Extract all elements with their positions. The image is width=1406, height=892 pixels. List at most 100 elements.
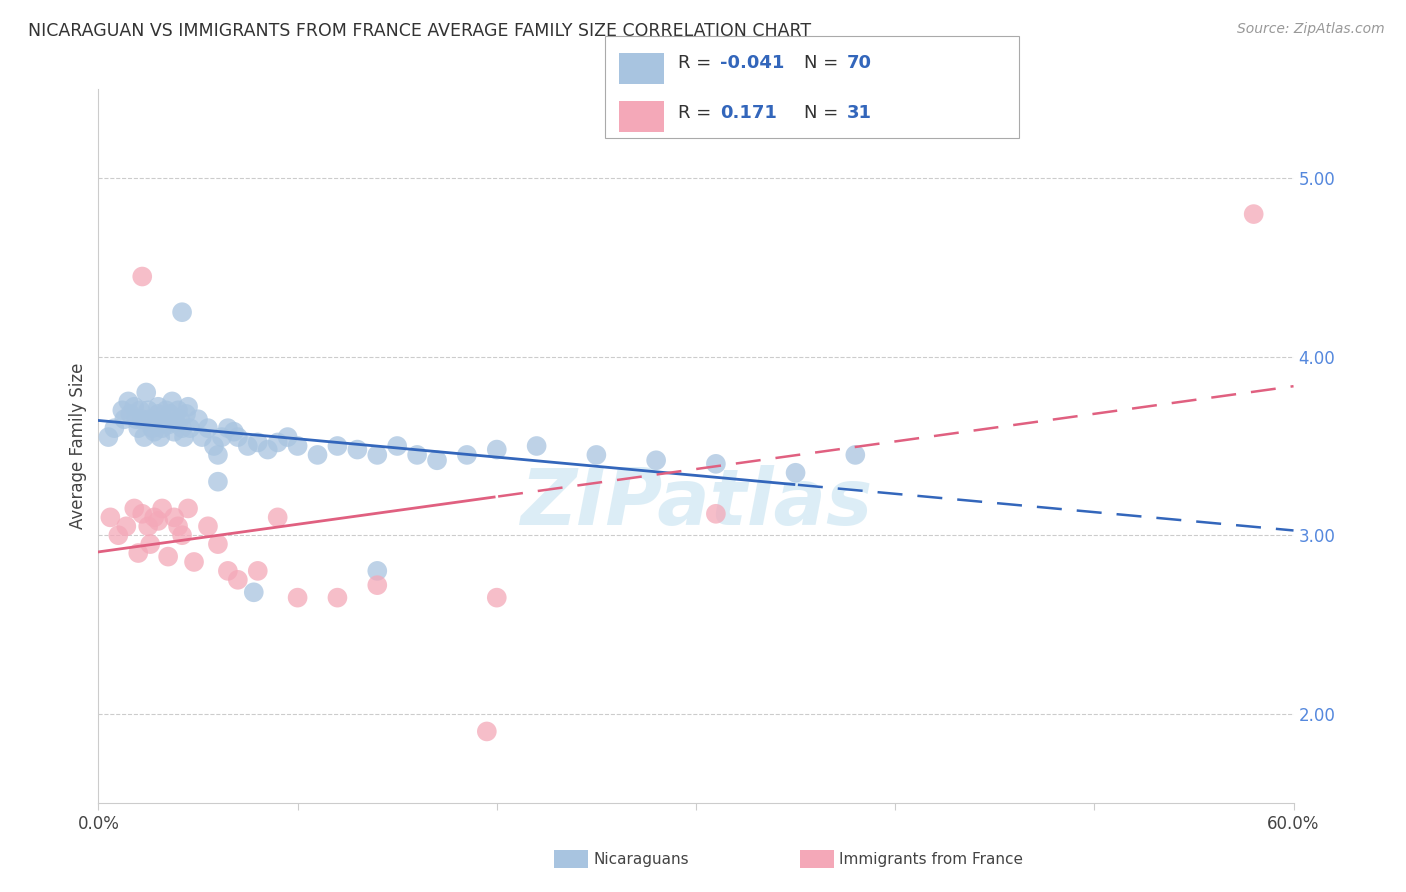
Point: [307, 448, 329, 462]
Point: [426, 453, 449, 467]
Point: [112, 412, 135, 426]
Text: 0.171: 0.171: [720, 103, 776, 121]
Point: [165, 416, 187, 430]
Point: [127, 421, 149, 435]
Point: [107, 528, 129, 542]
Point: [155, 403, 177, 417]
Point: [131, 412, 153, 426]
Point: [202, 439, 225, 453]
Point: [169, 412, 191, 426]
Point: [153, 412, 176, 426]
Point: [526, 439, 548, 453]
Point: [236, 439, 259, 453]
Text: R =: R =: [678, 54, 717, 72]
Point: [148, 407, 170, 421]
Point: [173, 430, 195, 444]
Point: [163, 510, 186, 524]
Point: [346, 442, 368, 457]
Point: [143, 510, 166, 524]
Point: [103, 421, 125, 435]
Text: 31: 31: [846, 103, 872, 121]
Point: [243, 585, 266, 599]
Point: [134, 430, 156, 444]
Point: [366, 578, 388, 592]
Point: [160, 394, 183, 409]
Point: [226, 430, 249, 444]
Point: [150, 501, 173, 516]
Point: [139, 412, 162, 426]
Point: [183, 555, 205, 569]
Point: [143, 425, 166, 439]
Point: [150, 421, 173, 435]
Point: [277, 430, 299, 444]
Point: [246, 435, 269, 450]
Point: [136, 519, 159, 533]
Point: [456, 448, 478, 462]
Text: Nicaraguans: Nicaraguans: [593, 853, 689, 867]
Point: [115, 519, 138, 533]
Point: [207, 537, 229, 551]
Point: [267, 435, 290, 450]
Point: [226, 573, 249, 587]
Point: [287, 591, 309, 605]
Point: [135, 385, 157, 400]
Point: [157, 549, 180, 564]
Point: [117, 394, 139, 409]
Point: [172, 528, 194, 542]
Text: R =: R =: [678, 103, 723, 121]
Point: [406, 448, 429, 462]
Point: [172, 305, 194, 319]
Point: [585, 448, 607, 462]
Text: N =: N =: [804, 103, 844, 121]
Point: [149, 430, 172, 444]
Point: [129, 403, 152, 417]
Point: [326, 591, 349, 605]
Point: [159, 407, 181, 421]
Text: Immigrants from France: Immigrants from France: [839, 853, 1024, 867]
Point: [222, 425, 245, 439]
Point: [111, 403, 134, 417]
Text: 70: 70: [846, 54, 872, 72]
Point: [148, 514, 170, 528]
Point: [177, 400, 200, 414]
Point: [124, 501, 146, 516]
Point: [125, 412, 148, 426]
Point: [120, 407, 142, 421]
Point: [197, 519, 219, 533]
Point: [287, 439, 309, 453]
Point: [485, 442, 508, 457]
Point: [177, 501, 200, 516]
Point: [211, 430, 233, 444]
Point: [157, 417, 180, 432]
Point: [704, 457, 727, 471]
Point: [645, 453, 668, 467]
Point: [485, 591, 508, 605]
Point: [172, 421, 194, 435]
Point: [207, 475, 229, 489]
Point: [187, 412, 209, 426]
Point: [785, 466, 807, 480]
Point: [145, 416, 167, 430]
Point: [97, 430, 120, 444]
Point: [366, 448, 388, 462]
Point: [179, 421, 201, 435]
Point: [131, 269, 153, 284]
Text: Source: ZipAtlas.com: Source: ZipAtlas.com: [1237, 22, 1385, 37]
Point: [217, 564, 239, 578]
Point: [191, 430, 214, 444]
Point: [139, 537, 162, 551]
Point: [131, 507, 153, 521]
Point: [127, 546, 149, 560]
Point: [267, 510, 290, 524]
Point: [197, 421, 219, 435]
Point: [98, 510, 122, 524]
Text: NICARAGUAN VS IMMIGRANTS FROM FRANCE AVERAGE FAMILY SIZE CORRELATION CHART: NICARAGUAN VS IMMIGRANTS FROM FRANCE AVE…: [28, 22, 811, 40]
Point: [141, 421, 163, 435]
Text: N =: N =: [804, 54, 844, 72]
Point: [217, 421, 239, 435]
Point: [326, 439, 349, 453]
Y-axis label: Average Family Size: Average Family Size: [69, 363, 87, 529]
Point: [167, 519, 190, 533]
Point: [246, 564, 269, 578]
Point: [1243, 207, 1265, 221]
